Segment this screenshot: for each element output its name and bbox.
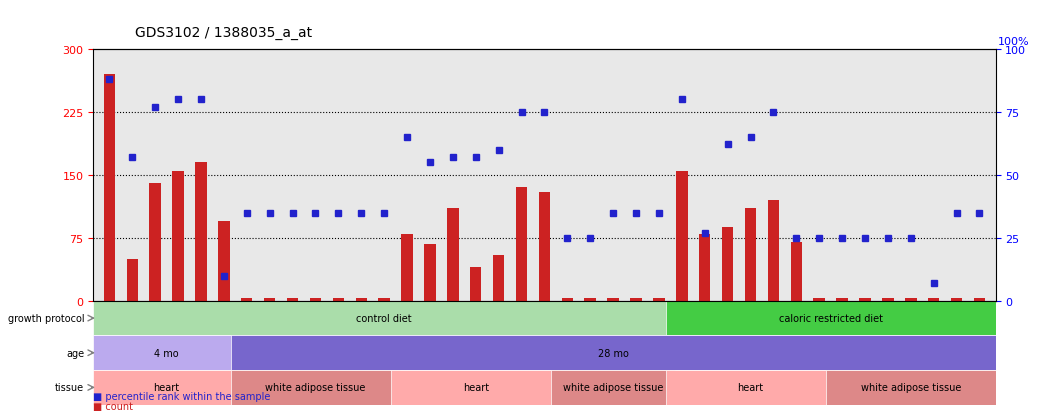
Bar [333, 299, 344, 301]
Bar [310, 299, 321, 301]
Bar [860, 299, 871, 301]
Bar [93, 370, 240, 405]
Bar [630, 299, 642, 301]
Bar [666, 370, 835, 405]
Bar [928, 299, 940, 301]
Text: white adipose tissue: white adipose tissue [563, 382, 664, 392]
Bar [538, 192, 551, 301]
Bar [93, 336, 240, 370]
Bar [882, 299, 894, 301]
Bar [745, 209, 756, 301]
Bar [585, 299, 596, 301]
Text: GDS3102 / 1388035_a_at: GDS3102 / 1388035_a_at [135, 26, 312, 40]
Bar [493, 255, 504, 301]
Text: heart: heart [153, 382, 179, 392]
Bar [608, 299, 619, 301]
Bar [813, 299, 824, 301]
Bar [104, 75, 115, 301]
Text: 28 mo: 28 mo [597, 348, 628, 358]
Bar [837, 299, 848, 301]
Text: heart: heart [463, 382, 488, 392]
Text: growth protocol: growth protocol [7, 313, 84, 323]
Text: white adipose tissue: white adipose tissue [265, 382, 366, 392]
Text: caloric restricted diet: caloric restricted diet [779, 313, 882, 323]
Text: 4 mo: 4 mo [155, 348, 179, 358]
Bar [93, 301, 675, 336]
Bar [379, 299, 390, 301]
Bar [767, 200, 779, 301]
Bar [515, 188, 527, 301]
Bar [951, 299, 962, 301]
Bar [391, 370, 560, 405]
Bar [424, 244, 436, 301]
Bar [699, 234, 710, 301]
Bar [149, 184, 161, 301]
Text: tissue: tissue [55, 382, 84, 392]
Text: heart: heart [737, 382, 763, 392]
Text: 100%: 100% [999, 37, 1030, 47]
Bar [552, 370, 675, 405]
Bar [653, 299, 665, 301]
Bar [195, 163, 206, 301]
Text: ■ percentile rank within the sample: ■ percentile rank within the sample [93, 391, 271, 401]
Bar [241, 299, 252, 301]
Bar [722, 227, 733, 301]
Bar [666, 301, 996, 336]
Bar [974, 299, 985, 301]
Bar [826, 370, 996, 405]
Bar [790, 242, 802, 301]
Bar [172, 171, 184, 301]
Text: age: age [66, 348, 84, 358]
Bar [905, 299, 917, 301]
Bar [218, 221, 229, 301]
Text: white adipose tissue: white adipose tissue [861, 382, 961, 392]
Text: ■ count: ■ count [93, 401, 134, 411]
Bar [676, 171, 688, 301]
Bar [447, 209, 458, 301]
Bar [264, 299, 276, 301]
Bar [356, 299, 367, 301]
Bar [470, 268, 481, 301]
Bar [562, 299, 573, 301]
Bar [287, 299, 299, 301]
Bar [127, 259, 138, 301]
Bar [401, 234, 413, 301]
Bar [230, 370, 400, 405]
Bar [230, 336, 996, 370]
Text: control diet: control diet [357, 313, 412, 323]
